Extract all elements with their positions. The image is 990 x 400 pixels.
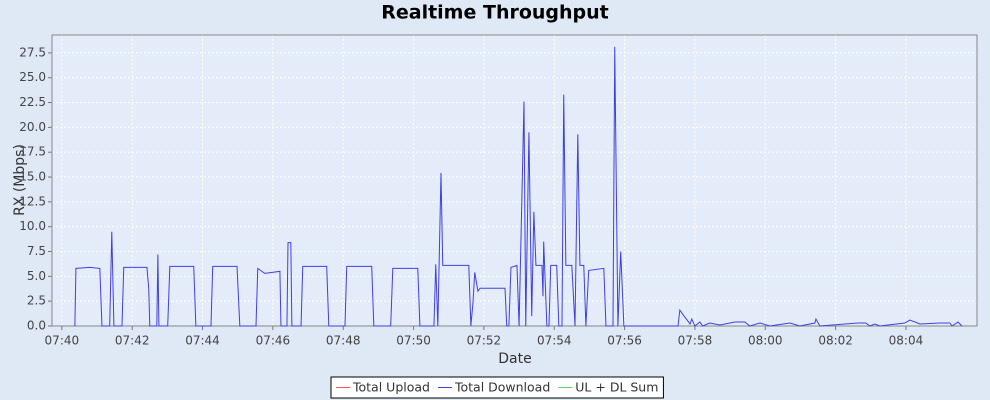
y-tick-label: 12.5	[19, 194, 46, 208]
legend: Total Upload Total Download UL + DL Sum	[330, 376, 664, 399]
x-tick-label: 07:44	[185, 334, 220, 348]
x-axis-label: Date	[498, 351, 531, 367]
y-tick-label: 22.5	[19, 95, 46, 109]
x-tick-label: 07:50	[396, 334, 431, 348]
x-tick-label: 07:52	[467, 334, 502, 348]
chart-title: Realtime Throughput	[381, 2, 609, 24]
y-tick-label: 5.0	[27, 269, 46, 283]
plot-border	[51, 34, 978, 327]
x-tick-label: 07:48	[326, 334, 361, 348]
x-tick-label: 08:02	[818, 334, 853, 348]
y-tick-label: 0.0	[27, 319, 46, 333]
x-tick-label: 08:00	[748, 334, 783, 348]
x-tick-label: 07:42	[115, 334, 150, 348]
y-tick-label: 27.5	[19, 45, 46, 59]
x-tick-label: 07:40	[45, 334, 80, 348]
y-tick-label: 25.0	[19, 70, 46, 84]
y-axis-label: RX (Mbps)	[12, 144, 28, 216]
legend-label: UL + DL Sum	[575, 380, 658, 395]
data-line	[74, 46, 963, 327]
plot-area	[52, 35, 977, 326]
legend-label: Total Upload	[352, 380, 430, 395]
x-tick-label: 08:04	[889, 334, 924, 348]
y-tick-label: 20.0	[19, 120, 46, 134]
x-tick-label: 07:58	[678, 334, 713, 348]
legend-box	[330, 376, 664, 399]
y-tick-label: 2.5	[27, 294, 46, 308]
y-tick-label: 7.5	[27, 244, 46, 258]
x-tick-label: 07:46	[256, 334, 291, 348]
y-tick-label: 15.0	[19, 170, 46, 184]
y-tick-label: 17.5	[19, 145, 46, 159]
y-tick-label: 10.0	[19, 219, 46, 233]
x-tick-label: 07:56	[607, 334, 642, 348]
x-tick-label: 07:54	[537, 334, 572, 348]
legend-label: Total Download	[454, 380, 550, 395]
